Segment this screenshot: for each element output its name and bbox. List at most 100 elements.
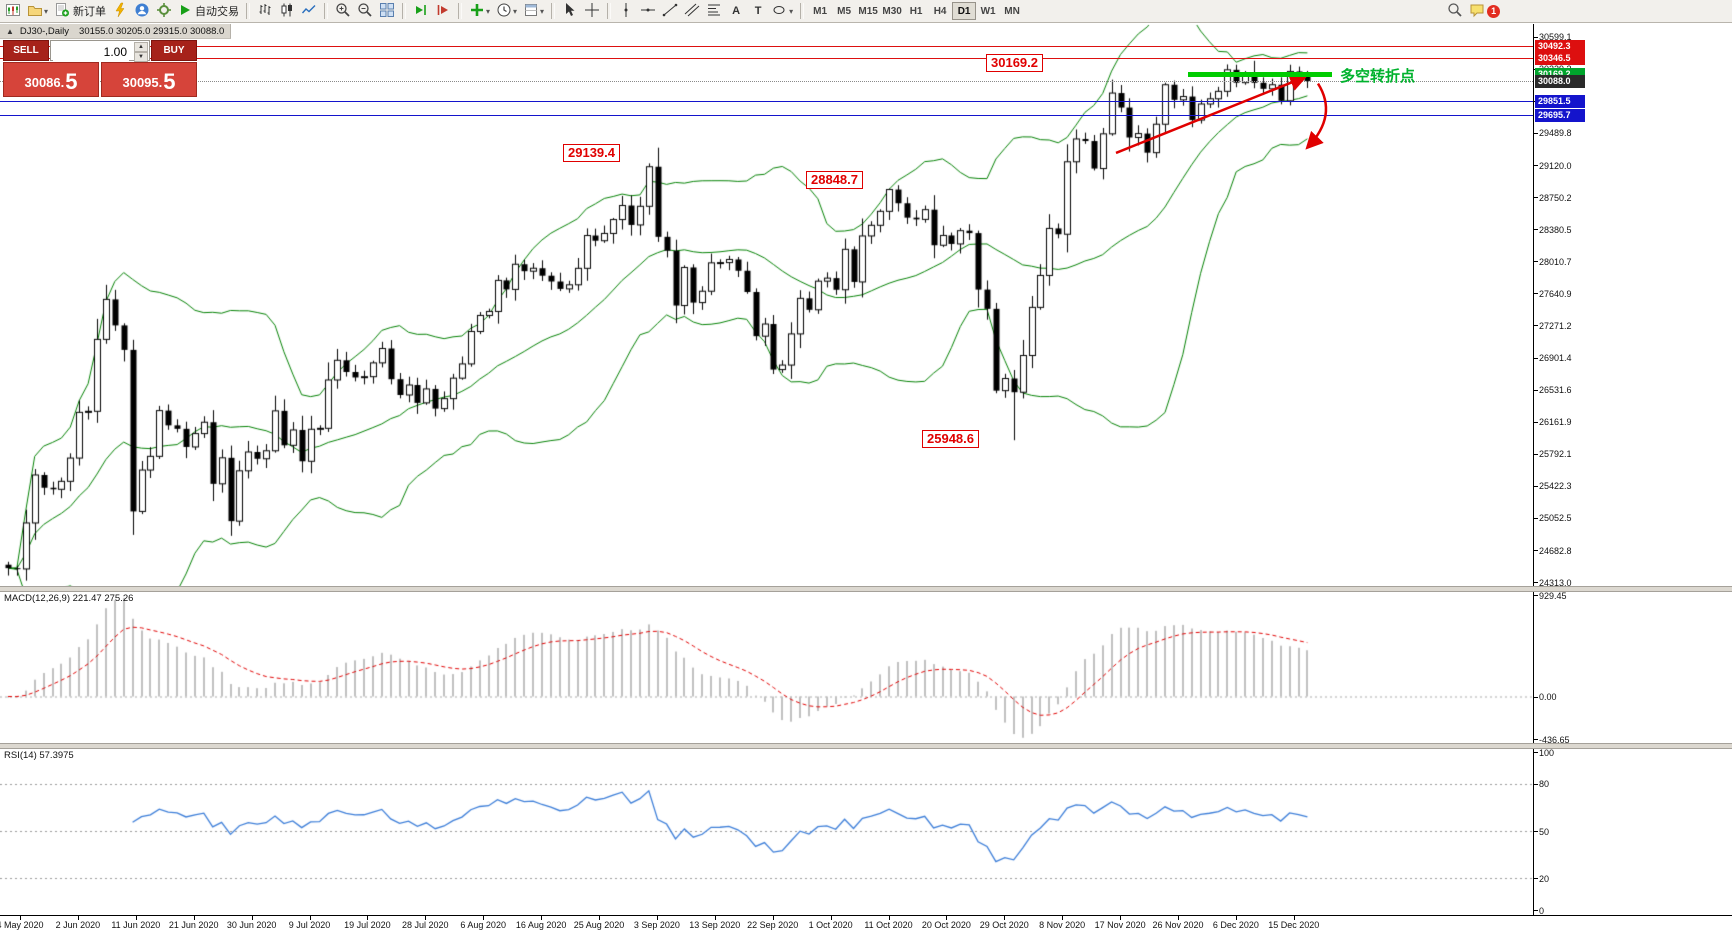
price-axis-label: 29489.8: [1539, 128, 1572, 139]
channel-button[interactable]: [681, 1, 703, 21]
crosshair-icon: [584, 2, 600, 21]
horizontal-line-30492.3[interactable]: [0, 45, 1533, 47]
time-axis-label: 28 Jul 2020: [402, 920, 449, 930]
time-axis-label: 30 Jun 2020: [226, 920, 277, 930]
line-chart-button[interactable]: [298, 1, 320, 21]
text-label-button[interactable]: T: [747, 1, 769, 21]
shapes-button[interactable]: ▾: [769, 1, 796, 21]
trendline-button[interactable]: [659, 1, 681, 21]
price-marker-29851.5[interactable]: 29851.5: [1535, 95, 1585, 109]
time-axis-label: 16 Aug 2020: [515, 920, 567, 930]
zoom-out-button[interactable]: [354, 1, 376, 21]
indicator-axis-label: 20: [1539, 873, 1550, 884]
panel-separator[interactable]: [0, 743, 1732, 749]
price-marker-29695.7[interactable]: 29695.7: [1535, 108, 1585, 122]
horizontal-line-icon: [640, 2, 656, 21]
new-order-label: 新订单: [73, 6, 107, 18]
price-axis-tick: [1534, 36, 1538, 38]
toolbar-separator: [324, 3, 329, 19]
cursor-button[interactable]: [559, 1, 581, 21]
chart-shift-icon: [435, 2, 451, 21]
panel-separator[interactable]: [0, 586, 1732, 592]
price-annotation-29139.4[interactable]: 29139.4: [563, 144, 620, 163]
bar-chart-button[interactable]: [254, 1, 276, 21]
autoscroll-button[interactable]: [410, 1, 432, 21]
new-chart-icon: [5, 2, 21, 21]
timeframe-button-H1[interactable]: H1: [904, 2, 928, 20]
one-click-trading-panel: SELL ▲ ▼ BUY 30086.5 30095.5: [3, 40, 197, 97]
timeframe-button-W1[interactable]: W1: [976, 2, 1000, 20]
timeframe-button-M30[interactable]: M30: [880, 2, 904, 20]
price-marker-30346.5[interactable]: 30346.5: [1535, 52, 1585, 66]
timeframe-button-M1[interactable]: M1: [808, 2, 832, 20]
one-click-collapse-arrow[interactable]: ▲: [6, 26, 14, 36]
price-annotation-30169.2[interactable]: 30169.2: [986, 54, 1043, 73]
templates-button[interactable]: ▾: [520, 1, 547, 21]
candlestick-icon: [279, 2, 295, 21]
crosshair-button[interactable]: [581, 1, 603, 21]
price-axis-label: 27640.9: [1539, 288, 1572, 299]
indicators-button[interactable]: ▾: [466, 1, 493, 21]
time-axis-tick: [251, 916, 253, 920]
community-button[interactable]: [131, 1, 153, 21]
time-axis-tick: [772, 916, 774, 920]
time-axis-tick: [541, 916, 543, 920]
price-annotation-25948.6[interactable]: 25948.6: [922, 430, 979, 449]
indicator-axis-tick: [1534, 910, 1538, 911]
volume-decrease-button[interactable]: ▼: [134, 52, 148, 62]
clock-icon: [496, 2, 512, 21]
chart-caption: ▲ DJ30-,Daily 30155.0 30205.0 29315.0 30…: [0, 24, 232, 39]
chart-shift-button[interactable]: [432, 1, 454, 21]
notifications-button[interactable]: 1: [1466, 1, 1503, 21]
autoscroll-icon: [413, 2, 429, 21]
price-scale[interactable]: 30599.130229.329859.529489.829120.028750…: [1533, 24, 1732, 916]
template-icon: [523, 2, 539, 21]
pivot-annotation-text[interactable]: 多空转折点: [1340, 68, 1416, 86]
horizontal-line-30346.5[interactable]: [0, 58, 1533, 60]
timeframe-button-D1[interactable]: D1: [952, 2, 977, 20]
toolbar-separator: [458, 3, 463, 19]
lightning-icon: [112, 2, 128, 21]
new-order-button[interactable]: 新订单: [51, 1, 109, 21]
tile-windows-button[interactable]: [376, 1, 398, 21]
horizontal-line-button[interactable]: [637, 1, 659, 21]
time-axis-tick: [888, 916, 890, 920]
text-button[interactable]: A: [725, 1, 747, 21]
sell-button[interactable]: SELL: [3, 40, 49, 61]
price-chart-canvas[interactable]: [0, 24, 1533, 915]
horizontal-line-29695.7[interactable]: [0, 114, 1533, 116]
bar-chart-icon: [257, 2, 273, 21]
pivot-resistance-line[interactable]: [1188, 71, 1332, 77]
price-annotation-28848.7[interactable]: 28848.7: [806, 170, 863, 189]
options-button[interactable]: [153, 1, 175, 21]
price-axis-tick: [1534, 293, 1538, 295]
autotrading-button[interactable]: 自动交易: [175, 1, 242, 21]
profiles-button[interactable]: ▾: [24, 1, 51, 21]
volume-input[interactable]: [53, 42, 129, 61]
timeframe-button-H4[interactable]: H4: [928, 2, 952, 20]
metaeditor-button[interactable]: [109, 1, 131, 21]
buy-button[interactable]: BUY: [151, 40, 197, 61]
timeframe-button-M5[interactable]: M5: [832, 2, 856, 20]
new-chart-button[interactable]: [2, 1, 24, 21]
price-axis-tick: [1534, 550, 1538, 552]
indicator-axis-label: 929.45: [1539, 590, 1567, 601]
timeframe-button-MN[interactable]: MN: [1000, 2, 1024, 20]
time-axis-label: 6 Aug 2020: [460, 920, 506, 930]
time-axis-tick: [135, 916, 137, 920]
horizontal-line-29851.5[interactable]: [0, 101, 1533, 103]
zoom-in-button[interactable]: [332, 1, 354, 21]
time-axis-label: 22 Sep 2020: [747, 920, 799, 930]
periods-button[interactable]: ▾: [493, 1, 520, 21]
search-button[interactable]: [1444, 1, 1466, 21]
time-axis-tick: [1062, 916, 1064, 920]
time-scale[interactable]: 4 May 2020 2 Jun 2020 11 Jun 2020 21 Jun 20…: [0, 915, 1732, 936]
price-axis-label: 25422.3: [1539, 481, 1572, 492]
fibonacci-button[interactable]: [703, 1, 725, 21]
candlestick-chart-button[interactable]: [276, 1, 298, 21]
timeframe-button-M15[interactable]: M15: [856, 2, 880, 20]
volume-increase-button[interactable]: ▲: [134, 42, 148, 52]
price-marker-30492.3[interactable]: 30492.3: [1535, 39, 1585, 53]
price-axis-tick: [1534, 582, 1538, 584]
vertical-line-button[interactable]: [615, 1, 637, 21]
